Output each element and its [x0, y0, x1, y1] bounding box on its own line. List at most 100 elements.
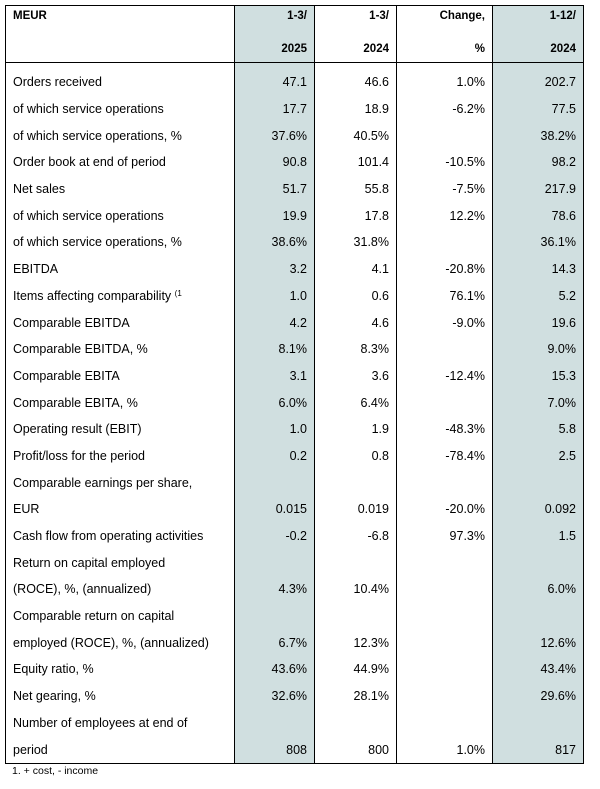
header-fy-2024-line1: 1-12/ [492, 5, 584, 36]
row-label-cell: Equity ratio, % [6, 656, 235, 683]
row-label-cell: Operating result (EBIT) [6, 416, 235, 443]
value-q1-2025: 1.0 [234, 282, 315, 310]
header-change-line1: Change, [396, 5, 493, 36]
value-q1-2024: 6.4% [314, 389, 397, 416]
row-label: Net gearing, % [13, 689, 96, 704]
value-change: 76.1% [396, 282, 493, 310]
header-q1-2025-line1: 1-3/ [234, 5, 315, 36]
row-label: of which service operations [13, 102, 164, 117]
value-change: 1.0% [396, 62, 493, 96]
value-change: 97.3% [396, 522, 493, 550]
value-fy-2024: 817 [492, 736, 584, 764]
value-fy-2024: 43.4% [492, 656, 584, 683]
value-q1-2025: 4.2 [234, 309, 315, 336]
value-change: -9.0% [396, 309, 493, 336]
value-q1-2025: 4.3% [234, 576, 315, 603]
value-q1-2025: 6.7% [234, 629, 315, 657]
value-change [396, 709, 493, 737]
row-label: Profit/loss for the period [13, 448, 146, 463]
value-change [396, 682, 493, 710]
row-label: employed (ROCE), %, (annualized) [13, 635, 209, 650]
header-row-2: 2025 2024 % 2024 [5, 36, 584, 63]
value-q1-2025: 6.0% [234, 389, 315, 416]
value-fy-2024 [492, 469, 584, 496]
row-label: Comparable return on capital [13, 609, 175, 624]
table-row: Orders received 47.1 46.6 1.0% 202.7 [6, 62, 584, 96]
value-change [396, 229, 493, 256]
value-q1-2025: 3.1 [234, 362, 315, 390]
value-change: -12.4% [396, 362, 493, 390]
value-fy-2024: 217.9 [492, 175, 584, 203]
value-fy-2024 [492, 549, 584, 577]
footnote-marker: (1 [174, 288, 182, 298]
row-label-cell: (ROCE), %, (annualized) [6, 576, 235, 603]
value-q1-2024 [314, 549, 397, 577]
value-q1-2025: 17.7 [234, 95, 315, 123]
value-fy-2024: 7.0% [492, 389, 584, 416]
header-unit: MEUR [13, 10, 47, 22]
value-q1-2025: 47.1 [234, 62, 315, 96]
row-label: Cash flow from operating activities [13, 529, 204, 544]
row-label: Operating result (EBIT) [13, 422, 142, 437]
row-label-cell: Comparable EBITDA, % [6, 336, 235, 363]
table-row: EBITDA 3.2 4.1 -20.8% 14.3 [6, 255, 584, 283]
value-fy-2024: 19.6 [492, 309, 584, 336]
row-label: Comparable EBITDA, % [13, 342, 148, 357]
value-fy-2024: 38.2% [492, 122, 584, 150]
header-row-1: MEUR 1-3/ 1-3/ Change, 1-12/ [6, 5, 584, 36]
row-label: Comparable EBITA, % [13, 395, 138, 410]
table-row: Items affecting comparability (1 1.0 0.6 76… [6, 282, 584, 310]
table-row: of which service operations 17.7 18.9 -6.2%… [6, 95, 584, 123]
table-row: Order book at end of period 90.8 101.4 -10.… [6, 149, 584, 176]
row-label: Number of employees at end of [13, 715, 188, 730]
value-change: -7.5% [396, 175, 493, 203]
value-change [396, 576, 493, 603]
value-q1-2025: 8.1% [234, 335, 315, 363]
value-q1-2024: 40.5% [314, 122, 397, 150]
value-q1-2024: 1.9 [314, 415, 397, 443]
value-q1-2024: 3.6 [314, 362, 397, 390]
row-label: of which service operations, % [13, 235, 182, 250]
value-change [396, 122, 493, 150]
value-fy-2024 [492, 709, 584, 737]
value-q1-2024: 4.6 [314, 309, 397, 336]
value-q1-2025: 38.6% [234, 229, 315, 256]
value-q1-2024 [314, 709, 397, 737]
value-q1-2025: 0.015 [234, 496, 315, 523]
table-row: Comparable return on capital [6, 602, 584, 630]
header-change-line2: % [396, 36, 493, 63]
header-unit-line2 [5, 36, 235, 63]
row-label-cell: Cash flow from operating activities [6, 523, 235, 550]
value-q1-2024: 101.4 [314, 149, 397, 176]
value-q1-2024: 28.1% [314, 682, 397, 710]
value-q1-2025 [234, 549, 315, 577]
row-label-cell: Number of employees at end of [6, 710, 235, 737]
row-label: Return on capital employed [13, 555, 166, 570]
row-label-cell: Return on capital employed [6, 549, 235, 576]
table-row: Return on capital employed [6, 549, 584, 577]
value-change: -6.2% [396, 95, 493, 123]
header-fy-2024-line2: 2024 [492, 36, 584, 63]
row-label: Order book at end of period [13, 155, 166, 170]
value-q1-2024: 55.8 [314, 175, 397, 203]
value-q1-2025: 19.9 [234, 202, 315, 230]
value-fy-2024: 5.8 [492, 415, 584, 443]
header-q1-2025-line2: 2025 [234, 36, 315, 63]
value-fy-2024: 1.5 [492, 522, 584, 550]
value-q1-2025: 43.6% [234, 656, 315, 683]
key-figures-table-container: MEUR 1-3/ 1-3/ Change, 1-12/ 2025 2024 %… [5, 5, 584, 764]
row-label-cell: period [6, 736, 235, 763]
table-row: Net gearing, % 32.6% 28.1% 29.6% [6, 682, 584, 710]
row-label: Comparable EBITA [13, 368, 120, 383]
value-change [396, 335, 493, 363]
value-fy-2024: 12.6% [492, 629, 584, 657]
value-q1-2024: 17.8 [314, 202, 397, 230]
value-fy-2024: 14.3 [492, 255, 584, 283]
row-label: Comparable earnings per share, [13, 475, 193, 490]
row-label: EUR [13, 502, 40, 517]
table-row: Cash flow from operating activities -0.2-… [6, 522, 584, 550]
value-change: -48.3% [396, 415, 493, 443]
value-q1-2025: 0.2 [234, 442, 315, 470]
value-q1-2025: 90.8 [234, 149, 315, 176]
row-label-cell: Comparable earnings per share, [6, 469, 235, 496]
